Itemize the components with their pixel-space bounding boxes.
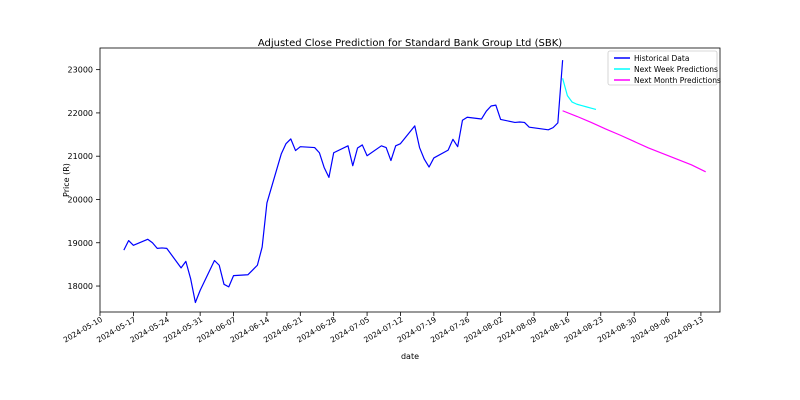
y-tick-label: 20000: [68, 195, 93, 204]
x-axis-label: date: [401, 352, 419, 361]
chart-title: Adjusted Close Prediction for Standard B…: [258, 38, 562, 49]
y-axis: 18000 19000 20000 21000 22000 23000: [68, 66, 100, 291]
y-axis-label: Price (R): [62, 163, 71, 197]
legend-label: Historical Data: [634, 54, 689, 63]
plot-area-frame: [99, 47, 721, 313]
y-tick-label: 22000: [68, 109, 93, 118]
series-layer: [123, 60, 706, 304]
y-tick-label: 19000: [68, 239, 93, 248]
legend: Historical Data Next Week Predictions Next…: [607, 50, 721, 86]
historical-data-line: [123, 60, 564, 304]
next-month-predictions-line: [562, 110, 706, 173]
y-tick-label: 23000: [68, 66, 93, 75]
next-week-predictions-line: [562, 78, 597, 111]
legend-label: Next Week Predictions: [634, 65, 718, 74]
y-tick-label: 21000: [68, 152, 93, 161]
legend-label: Next Month Predictions: [634, 76, 721, 85]
legend-box: [607, 50, 718, 86]
y-tick-label: 18000: [68, 282, 93, 291]
